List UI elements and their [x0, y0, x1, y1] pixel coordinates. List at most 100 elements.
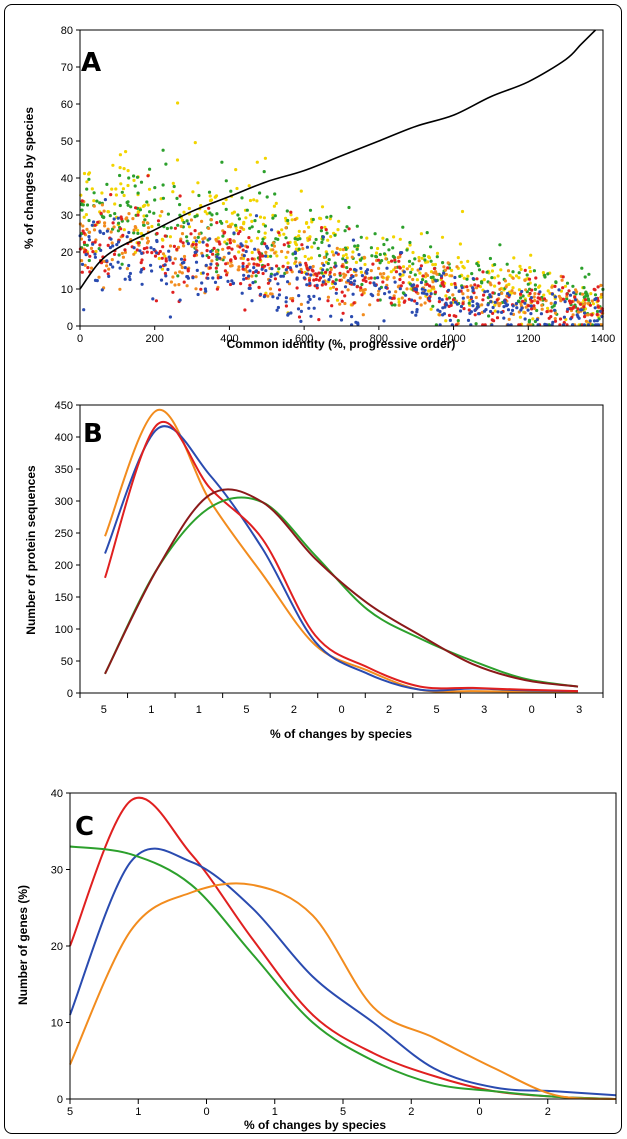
panel-a-point [247, 236, 251, 240]
panel-a-point [338, 271, 342, 275]
panel-a-point [151, 297, 155, 301]
panel-a-point [247, 274, 251, 278]
panel-a-point [117, 221, 121, 225]
panel-a-point [329, 235, 333, 239]
panel-b-xtick-label: 2 [386, 704, 392, 716]
panel-a-point [120, 262, 124, 266]
panel-a-point [353, 279, 357, 283]
panel-a-point [580, 266, 584, 270]
panel-a-point [85, 227, 89, 231]
panel-a-point [263, 156, 267, 160]
panel-a-point [87, 238, 91, 242]
panel-a-point [199, 287, 203, 291]
panel-a-point [476, 284, 480, 288]
panel-a-point [234, 223, 238, 227]
panel-a-point [378, 298, 382, 302]
panel-a-point [127, 275, 131, 279]
panel-a-point [584, 319, 589, 323]
panel-a-point [82, 215, 86, 219]
panel-a-point [583, 298, 588, 302]
panel-a-point [338, 278, 342, 282]
panel-a-point [340, 299, 344, 303]
panel-a-point [480, 303, 484, 307]
panel-a-point [284, 268, 288, 272]
panel-a-point [258, 257, 262, 262]
panel-a-point [325, 252, 329, 256]
panel-a-point [543, 275, 547, 279]
panel-a-point [451, 298, 456, 302]
panel-a-point [286, 280, 290, 284]
panel-a-point [192, 254, 196, 258]
panel-a-point [225, 273, 229, 277]
panel-a-point [593, 306, 597, 310]
panel-a-point [232, 239, 236, 243]
panel-a-point [337, 219, 341, 223]
panel-a-point [476, 264, 481, 268]
panel-a-point [250, 299, 254, 303]
panel-a-point [209, 223, 213, 227]
panel-a-point [286, 261, 290, 265]
panel-a-point [499, 268, 503, 272]
panel-a-point [228, 241, 232, 245]
panel-a-point [558, 296, 563, 300]
panel-a-point [168, 315, 172, 319]
panel-a-point [329, 275, 333, 279]
panel-a-point [178, 194, 182, 198]
panel-a-point [203, 210, 207, 214]
panel-b-ytick-label: 150 [55, 592, 73, 604]
panel-a-point [405, 248, 409, 252]
panel-a-point [325, 215, 329, 219]
panel-a-point [215, 255, 219, 259]
panel-a-point [240, 196, 244, 200]
panel-a-point [150, 269, 154, 273]
panel-a-xtick-label: 200 [146, 333, 164, 345]
panel-a-point [86, 266, 90, 270]
panel-a-point [238, 245, 242, 249]
panel-a-point [533, 299, 537, 303]
panel-a-point [139, 270, 143, 274]
panel-a-point [264, 254, 268, 258]
panel-a-point [517, 271, 521, 275]
panel-a-point [240, 291, 244, 295]
panel-a-point [468, 311, 472, 315]
panel-a-point [284, 236, 288, 240]
panel-b-xtick-label: 1 [196, 704, 202, 716]
panel-a-point [263, 224, 267, 228]
panel-a-point [415, 301, 419, 306]
panel-a-point [315, 283, 319, 287]
panel-a-point [173, 283, 177, 287]
panel-a-point [444, 294, 448, 298]
panel-a-point [450, 274, 454, 278]
panel-a-point [110, 241, 114, 245]
panel-a-point [483, 290, 487, 294]
panel-a-point [398, 287, 402, 291]
panel-a-point [545, 310, 549, 314]
panel-a-point [186, 242, 190, 246]
panel-a-point [175, 247, 179, 251]
panel-a-point [410, 310, 414, 314]
panel-a-point [455, 265, 459, 269]
panel-a-point [324, 270, 328, 274]
panel-a-point [310, 268, 314, 272]
panel-c-ytick-label: 20 [51, 941, 63, 953]
panel-a-point [296, 307, 301, 311]
panel-a-point [408, 240, 412, 245]
panel-a-point [299, 319, 303, 323]
panel-a-point [342, 275, 346, 279]
panel-a-point [193, 215, 197, 219]
panel-a-point [498, 287, 502, 291]
panel-c-xtick-label: 5 [67, 1106, 73, 1118]
panel-a-point [207, 226, 211, 230]
panel-a-point [489, 283, 493, 287]
panel-a-point [136, 231, 140, 235]
panel-a-point [220, 160, 224, 164]
panel-a-point [244, 276, 248, 280]
panel-a-point [396, 256, 400, 260]
panel-a-point [441, 306, 445, 310]
panel-a-point [91, 250, 95, 254]
panel-a-point [408, 264, 412, 268]
panel-a-point [445, 297, 449, 301]
panel-a-point [264, 269, 268, 273]
panel-a-point [504, 285, 508, 289]
